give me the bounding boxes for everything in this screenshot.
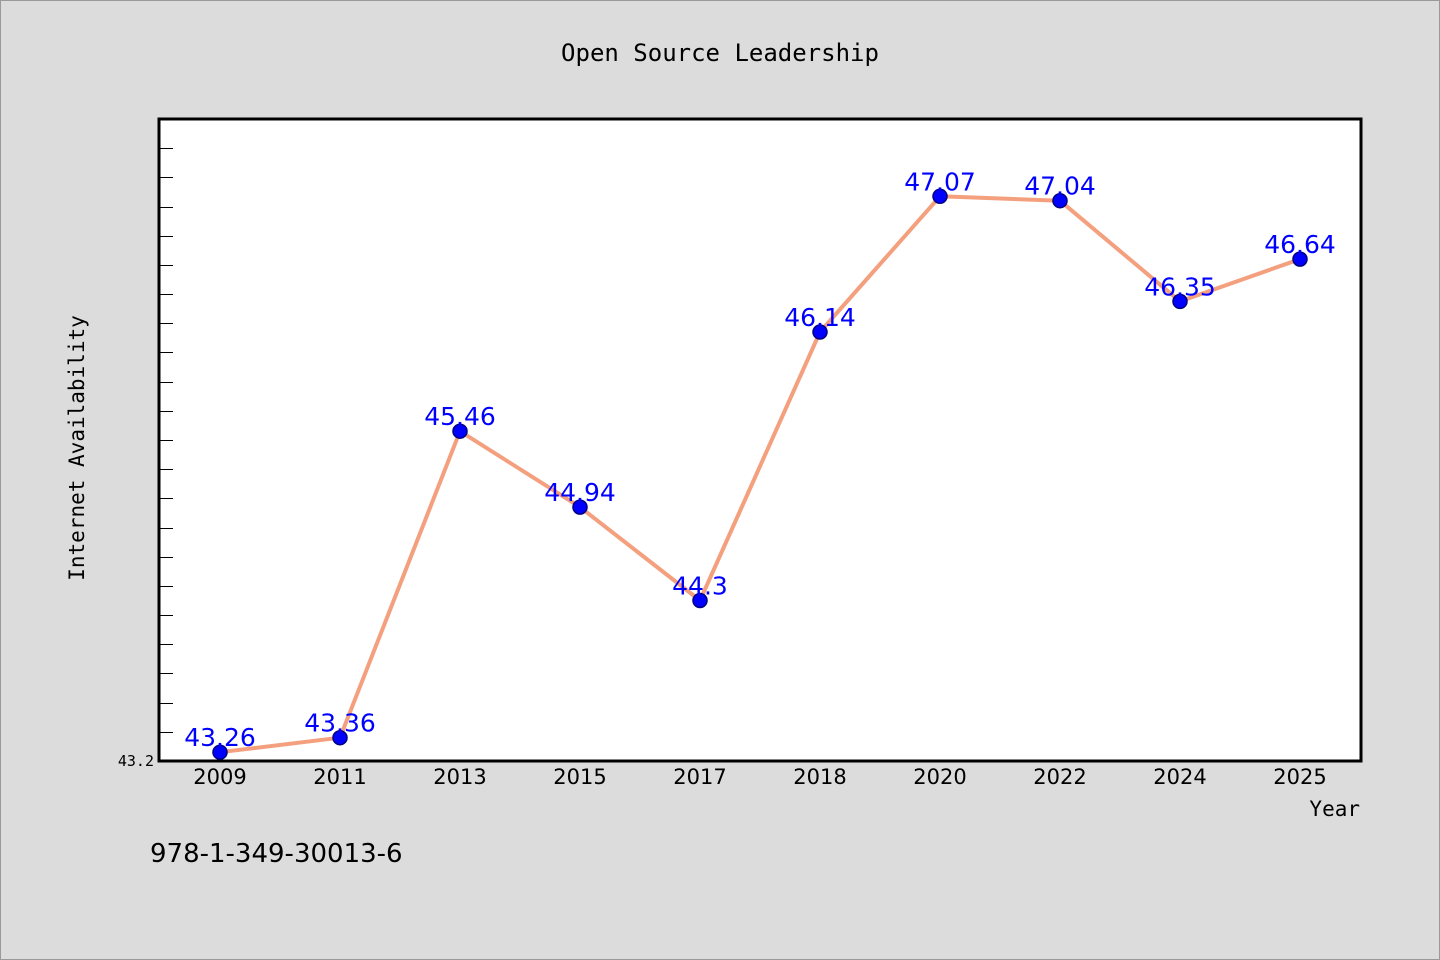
data-label: 44.94: [544, 478, 616, 507]
chart-title: Open Source Leadership: [561, 39, 879, 67]
data-point: [1292, 251, 1308, 267]
x-tick-label: 2018: [793, 765, 846, 789]
x-tick-label: 2015: [553, 765, 606, 789]
x-tick-label: 2024: [1153, 765, 1206, 789]
x-tick-label: 2025: [1273, 765, 1326, 789]
x-axis-label: Year: [1309, 797, 1360, 821]
data-label: 46.64: [1264, 230, 1336, 259]
data-point: [692, 592, 708, 609]
series-line-group: [219, 194, 1301, 755]
data-label: 47.07: [904, 167, 976, 196]
data-markers: [212, 188, 1308, 760]
data-label: 46.35: [1144, 272, 1216, 301]
data-label: 44.3: [672, 572, 728, 601]
data-point: [572, 499, 588, 515]
data-point: [1052, 192, 1068, 209]
x-tick-label: 2017: [673, 765, 726, 789]
y-tick-label: 43.2: [118, 752, 154, 770]
x-tick-label: 2011: [313, 765, 366, 789]
series-line: [219, 194, 1301, 755]
data-point: [452, 423, 468, 439]
data-label: 43.36: [304, 709, 376, 738]
x-tick-label: 2009: [193, 765, 246, 789]
data-label: 43.26: [184, 723, 256, 752]
x-axis-ticks: 2009 2011 2013 2015 2017 2018 2020 2022 2024 2025: [193, 765, 1326, 789]
data-point: [332, 729, 348, 746]
y-axis-ticks: [159, 148, 173, 733]
x-tick-label: 2022: [1033, 765, 1086, 789]
data-point: [812, 324, 828, 340]
footer-isbn: 978-1-349-30013-6: [150, 839, 403, 869]
data-label: 45.46: [424, 402, 496, 431]
data-point: [1172, 293, 1188, 310]
x-tick-label: 2020: [913, 765, 966, 789]
plot-area: [157, 117, 1363, 763]
data-point: [212, 744, 228, 760]
data-label: 47.04: [1024, 172, 1096, 201]
data-labels: 43.26 43.36 45.46 44.94 44.3 46.14 47.07 47.04 4…: [184, 167, 1336, 752]
y-axis-label: Internet Availability: [65, 315, 89, 581]
data-point: [932, 188, 948, 205]
data-label: 46.14: [784, 303, 856, 332]
x-tick-label: 2013: [433, 765, 486, 789]
